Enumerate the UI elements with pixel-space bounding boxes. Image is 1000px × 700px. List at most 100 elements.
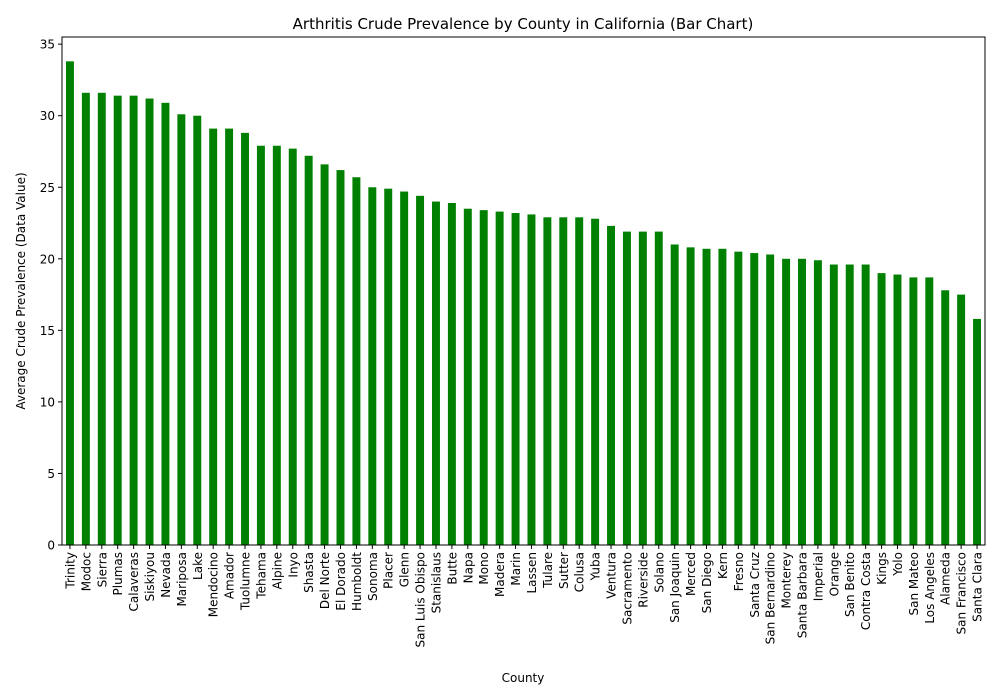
x-tick-label-48: Orange (827, 552, 841, 596)
x-tick-label-10: Amador (223, 552, 237, 599)
x-tick-label-45: Monterey (780, 552, 794, 609)
x-tick-label-27: Madera (493, 552, 507, 597)
bar-55 (941, 290, 950, 545)
bar-1 (81, 92, 90, 546)
x-tick-label-7: Mariposa (175, 552, 189, 607)
x-tick-label-32: Colusa (573, 552, 587, 592)
bar-18 (352, 177, 361, 545)
x-tick-label-12: Tehama (254, 552, 268, 600)
bar-21 (400, 191, 409, 545)
bar-28 (511, 213, 520, 545)
bar-14 (288, 148, 297, 546)
x-tick-label-26: Mono (477, 552, 491, 585)
bar-12 (256, 145, 265, 545)
bar-29 (527, 214, 536, 545)
bar-30 (543, 217, 552, 545)
bar-45 (782, 258, 791, 545)
y-tick-label-7: 35 (40, 38, 55, 52)
x-tick-label-5: Siskiyou (143, 552, 157, 602)
bar-49 (845, 264, 854, 545)
bar-43 (750, 253, 759, 546)
x-tick-label-9: Mendocino (207, 552, 221, 617)
x-tick-label-8: Lake (191, 552, 205, 580)
x-axis-label: County (502, 671, 545, 685)
bar-48 (829, 264, 838, 545)
bar-51 (877, 273, 886, 545)
bar-8 (193, 115, 202, 545)
x-tick-label-28: Marin (509, 552, 523, 586)
x-tick-label-21: Glenn (398, 552, 412, 587)
x-tick-label-53: San Mateo (907, 552, 921, 616)
bar-34 (607, 225, 616, 545)
y-tick-label-6: 30 (40, 109, 55, 123)
y-tick-label-1: 5 (47, 467, 55, 481)
x-tick-label-51: Kings (875, 552, 889, 585)
y-tick-label-5: 25 (40, 181, 55, 195)
bar-26 (479, 210, 488, 545)
bar-36 (638, 231, 647, 546)
x-tick-label-34: Ventura (605, 552, 619, 599)
x-tick-label-2: Sierra (95, 552, 109, 587)
bar-7 (177, 114, 186, 545)
x-tick-label-14: Inyo (286, 552, 300, 578)
bar-54 (925, 277, 934, 545)
x-tick-label-19: Sonoma (366, 552, 380, 601)
x-tick-label-33: Yuba (589, 552, 603, 582)
x-tick-label-17: El Dorado (334, 552, 348, 611)
x-tick-label-29: Lassen (525, 552, 539, 594)
x-tick-label-56: San Francisco (955, 552, 969, 634)
x-tick-label-15: Shasta (302, 552, 316, 593)
bar-47 (813, 260, 822, 545)
bar-16 (320, 164, 329, 546)
x-tick-label-30: Tulare (541, 552, 555, 589)
x-tick-label-37: Solano (652, 552, 666, 593)
x-tick-label-31: Sutter (557, 552, 571, 589)
bar-53 (909, 277, 918, 545)
x-tick-label-35: Sacramento (620, 552, 634, 625)
bar-10 (225, 128, 234, 545)
bar-46 (798, 258, 806, 545)
bar-32 (575, 217, 584, 545)
y-tick-label-4: 20 (40, 252, 55, 266)
y-axis-label: Average Crude Prevalence (Data Value) (14, 172, 28, 409)
bar-0 (65, 61, 74, 546)
bar-3 (113, 95, 122, 546)
x-tick-label-3: Plumas (111, 552, 125, 595)
plot-area: 0 5 10 15 20 25 30 35 Trinity Modoc Sierra Plumas Ca… (40, 36, 986, 647)
bar-11 (241, 132, 249, 546)
bar-20 (384, 188, 393, 545)
bar-15 (304, 155, 313, 545)
bar-4 (129, 95, 138, 546)
bar-33 (591, 218, 600, 545)
x-tick-label-55: Alameda (939, 552, 953, 605)
x-tick-label-18: Humboldt (350, 552, 364, 611)
bar-50 (861, 264, 870, 545)
x-tick-label-20: Placer (382, 552, 396, 589)
x-tick-label-54: Los Angeles (923, 552, 937, 624)
x-tick-label-11: Tuolumne (239, 552, 253, 611)
x-tick-label-24: Butte (445, 552, 459, 585)
bar-52 (893, 274, 902, 545)
x-tick-label-25: Napa (461, 552, 475, 583)
x-tick-label-36: Riverside (636, 552, 650, 608)
x-tick-label-16: Del Norte (318, 552, 332, 609)
bar-40 (702, 248, 711, 545)
x-tick-label-43: Santa Cruz (748, 552, 762, 618)
x-tick-label-38: San Joaquin (668, 552, 682, 623)
bar-13 (272, 145, 281, 545)
x-tick-label-49: San Benito (843, 552, 857, 617)
bar-37 (654, 231, 663, 546)
y-tick-label-0: 0 (47, 539, 55, 553)
x-tick-label-41: Kern (716, 552, 730, 579)
bar-57 (973, 318, 982, 545)
bar-31 (559, 217, 568, 545)
x-tick-label-0: Trinity (63, 552, 77, 590)
bar-19 (368, 187, 377, 545)
x-tick-label-39: Merced (684, 552, 698, 596)
bar-23 (431, 201, 440, 545)
y-tick-label-2: 10 (40, 395, 55, 409)
x-tick-label-50: Contra Costa (859, 552, 873, 630)
x-tick-label-44: San Bernardino (764, 552, 778, 644)
x-tick-label-13: Alpine (270, 552, 284, 589)
x-tick-label-6: Nevada (159, 552, 173, 598)
